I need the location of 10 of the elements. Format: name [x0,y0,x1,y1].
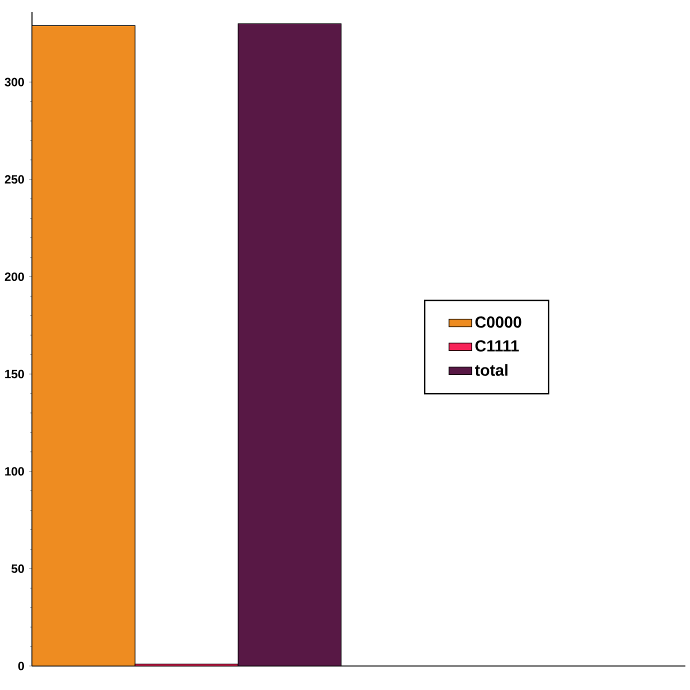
y-tick-label: 100 [5,467,24,476]
y-tick-label: 0 [18,662,24,670]
legend-label: C0000 [475,316,522,328]
y-tick-label: 200 [4,272,24,281]
legend-label: total [474,364,508,376]
y-tick-label: 50 [11,564,24,573]
y-tick-label: 250 [4,175,24,184]
y-tick-label: 300 [4,78,24,86]
legend-label: C1111 [475,340,519,352]
y-tick-label: 150 [5,370,24,378]
